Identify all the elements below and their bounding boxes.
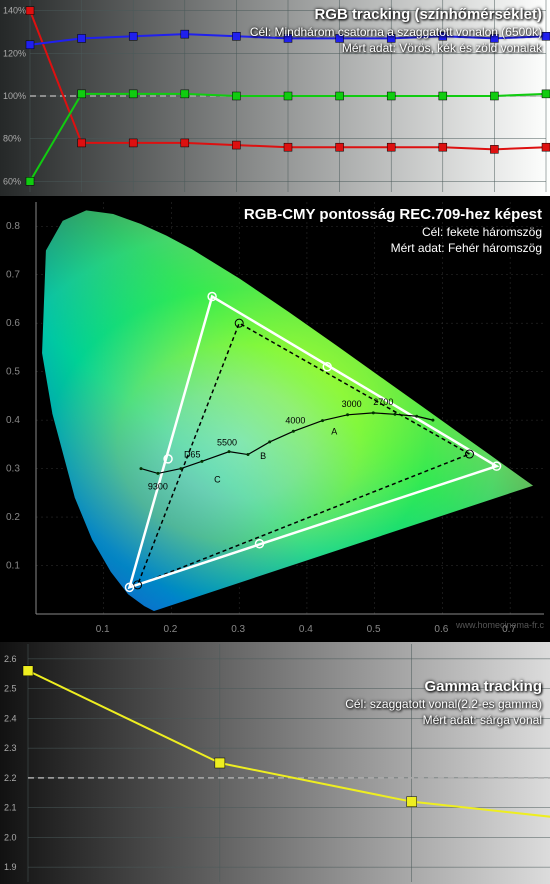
watermark: www.homecinema-fr.c xyxy=(456,620,544,630)
svg-text:3000: 3000 xyxy=(342,399,362,409)
svg-text:B: B xyxy=(260,451,266,461)
gamma-tracking-title: Gamma tracking xyxy=(345,678,542,695)
rgb-tracking-title: RGB tracking (színhőmérséklet) xyxy=(250,6,542,23)
svg-text:0.3: 0.3 xyxy=(6,464,20,475)
svg-text:4000: 4000 xyxy=(285,415,305,425)
svg-text:0.1: 0.1 xyxy=(96,624,110,635)
svg-text:0.5: 0.5 xyxy=(367,624,381,635)
rgb-tracking-sub1: Cél: Mindhárom csatorna a szaggatott von… xyxy=(250,25,542,39)
svg-text:0.6: 0.6 xyxy=(6,318,20,329)
cie-sub1: Cél: fekete háromszög xyxy=(244,225,542,239)
svg-text:0.2: 0.2 xyxy=(6,512,20,523)
svg-text:A: A xyxy=(331,427,337,437)
rgb-tracking-title-block: RGB tracking (színhőmérséklet) Cél: Mind… xyxy=(250,6,542,55)
svg-text:2.3: 2.3 xyxy=(4,743,17,753)
cie-sub2: Mért adat: Fehér háromszög xyxy=(244,241,542,255)
svg-text:9300: 9300 xyxy=(148,481,168,491)
gamma-tracking-title-block: Gamma tracking Cél: szaggatott vonal(2.2… xyxy=(345,678,542,727)
cie-panel: 0.1 0.2 0.3 0.4 0.5 0.6 0.7 0.1 0.2 0.3 0.4 0.5 0.6 0… xyxy=(0,196,550,642)
svg-text:60%: 60% xyxy=(3,176,21,186)
svg-text:120%: 120% xyxy=(3,48,26,58)
gamma-tracking-sub2: Mért adat: sárga vonal xyxy=(345,713,542,727)
svg-text:1.9: 1.9 xyxy=(4,862,17,872)
svg-text:0.4: 0.4 xyxy=(299,624,313,635)
svg-text:0.7: 0.7 xyxy=(6,270,20,281)
rgb-tracking-panel: 60% 80% 100% 120% 140% RGB tracking (színhőm… xyxy=(0,0,550,196)
svg-text:0.4: 0.4 xyxy=(6,415,20,426)
gamma-tracking-panel: 1.9 2.0 2.1 2.2 2.3 2.4 2.5 2.6 Gamma tracking … xyxy=(0,642,550,884)
svg-text:D65: D65 xyxy=(184,449,201,459)
svg-text:0.5: 0.5 xyxy=(6,367,20,378)
svg-text:C: C xyxy=(214,475,221,485)
svg-text:5500: 5500 xyxy=(217,438,237,448)
svg-text:2.0: 2.0 xyxy=(4,832,17,842)
svg-text:0.6: 0.6 xyxy=(434,624,448,635)
svg-text:2700: 2700 xyxy=(373,397,393,407)
cie-title-block: RGB-CMY pontosság REC.709-hez képest Cél… xyxy=(244,206,542,255)
svg-text:2.5: 2.5 xyxy=(4,684,17,694)
svg-text:0.3: 0.3 xyxy=(231,624,245,635)
svg-text:0.8: 0.8 xyxy=(6,221,20,232)
svg-text:2.1: 2.1 xyxy=(4,803,17,813)
svg-text:2.2: 2.2 xyxy=(4,773,17,783)
cie-title: RGB-CMY pontosság REC.709-hez képest xyxy=(244,206,542,223)
svg-text:0.2: 0.2 xyxy=(163,624,177,635)
svg-text:2.6: 2.6 xyxy=(4,654,17,664)
gamma-tracking-sub1: Cél: szaggatott vonal(2.2-es gamma) xyxy=(345,697,542,711)
svg-text:2.4: 2.4 xyxy=(4,713,17,723)
svg-text:100%: 100% xyxy=(3,91,26,101)
svg-text:80%: 80% xyxy=(3,134,21,144)
svg-text:0.1: 0.1 xyxy=(6,561,20,572)
rgb-tracking-sub2: Mért adat: Vörös, kék és zöld vonalak xyxy=(250,41,542,55)
svg-text:140%: 140% xyxy=(3,6,26,16)
